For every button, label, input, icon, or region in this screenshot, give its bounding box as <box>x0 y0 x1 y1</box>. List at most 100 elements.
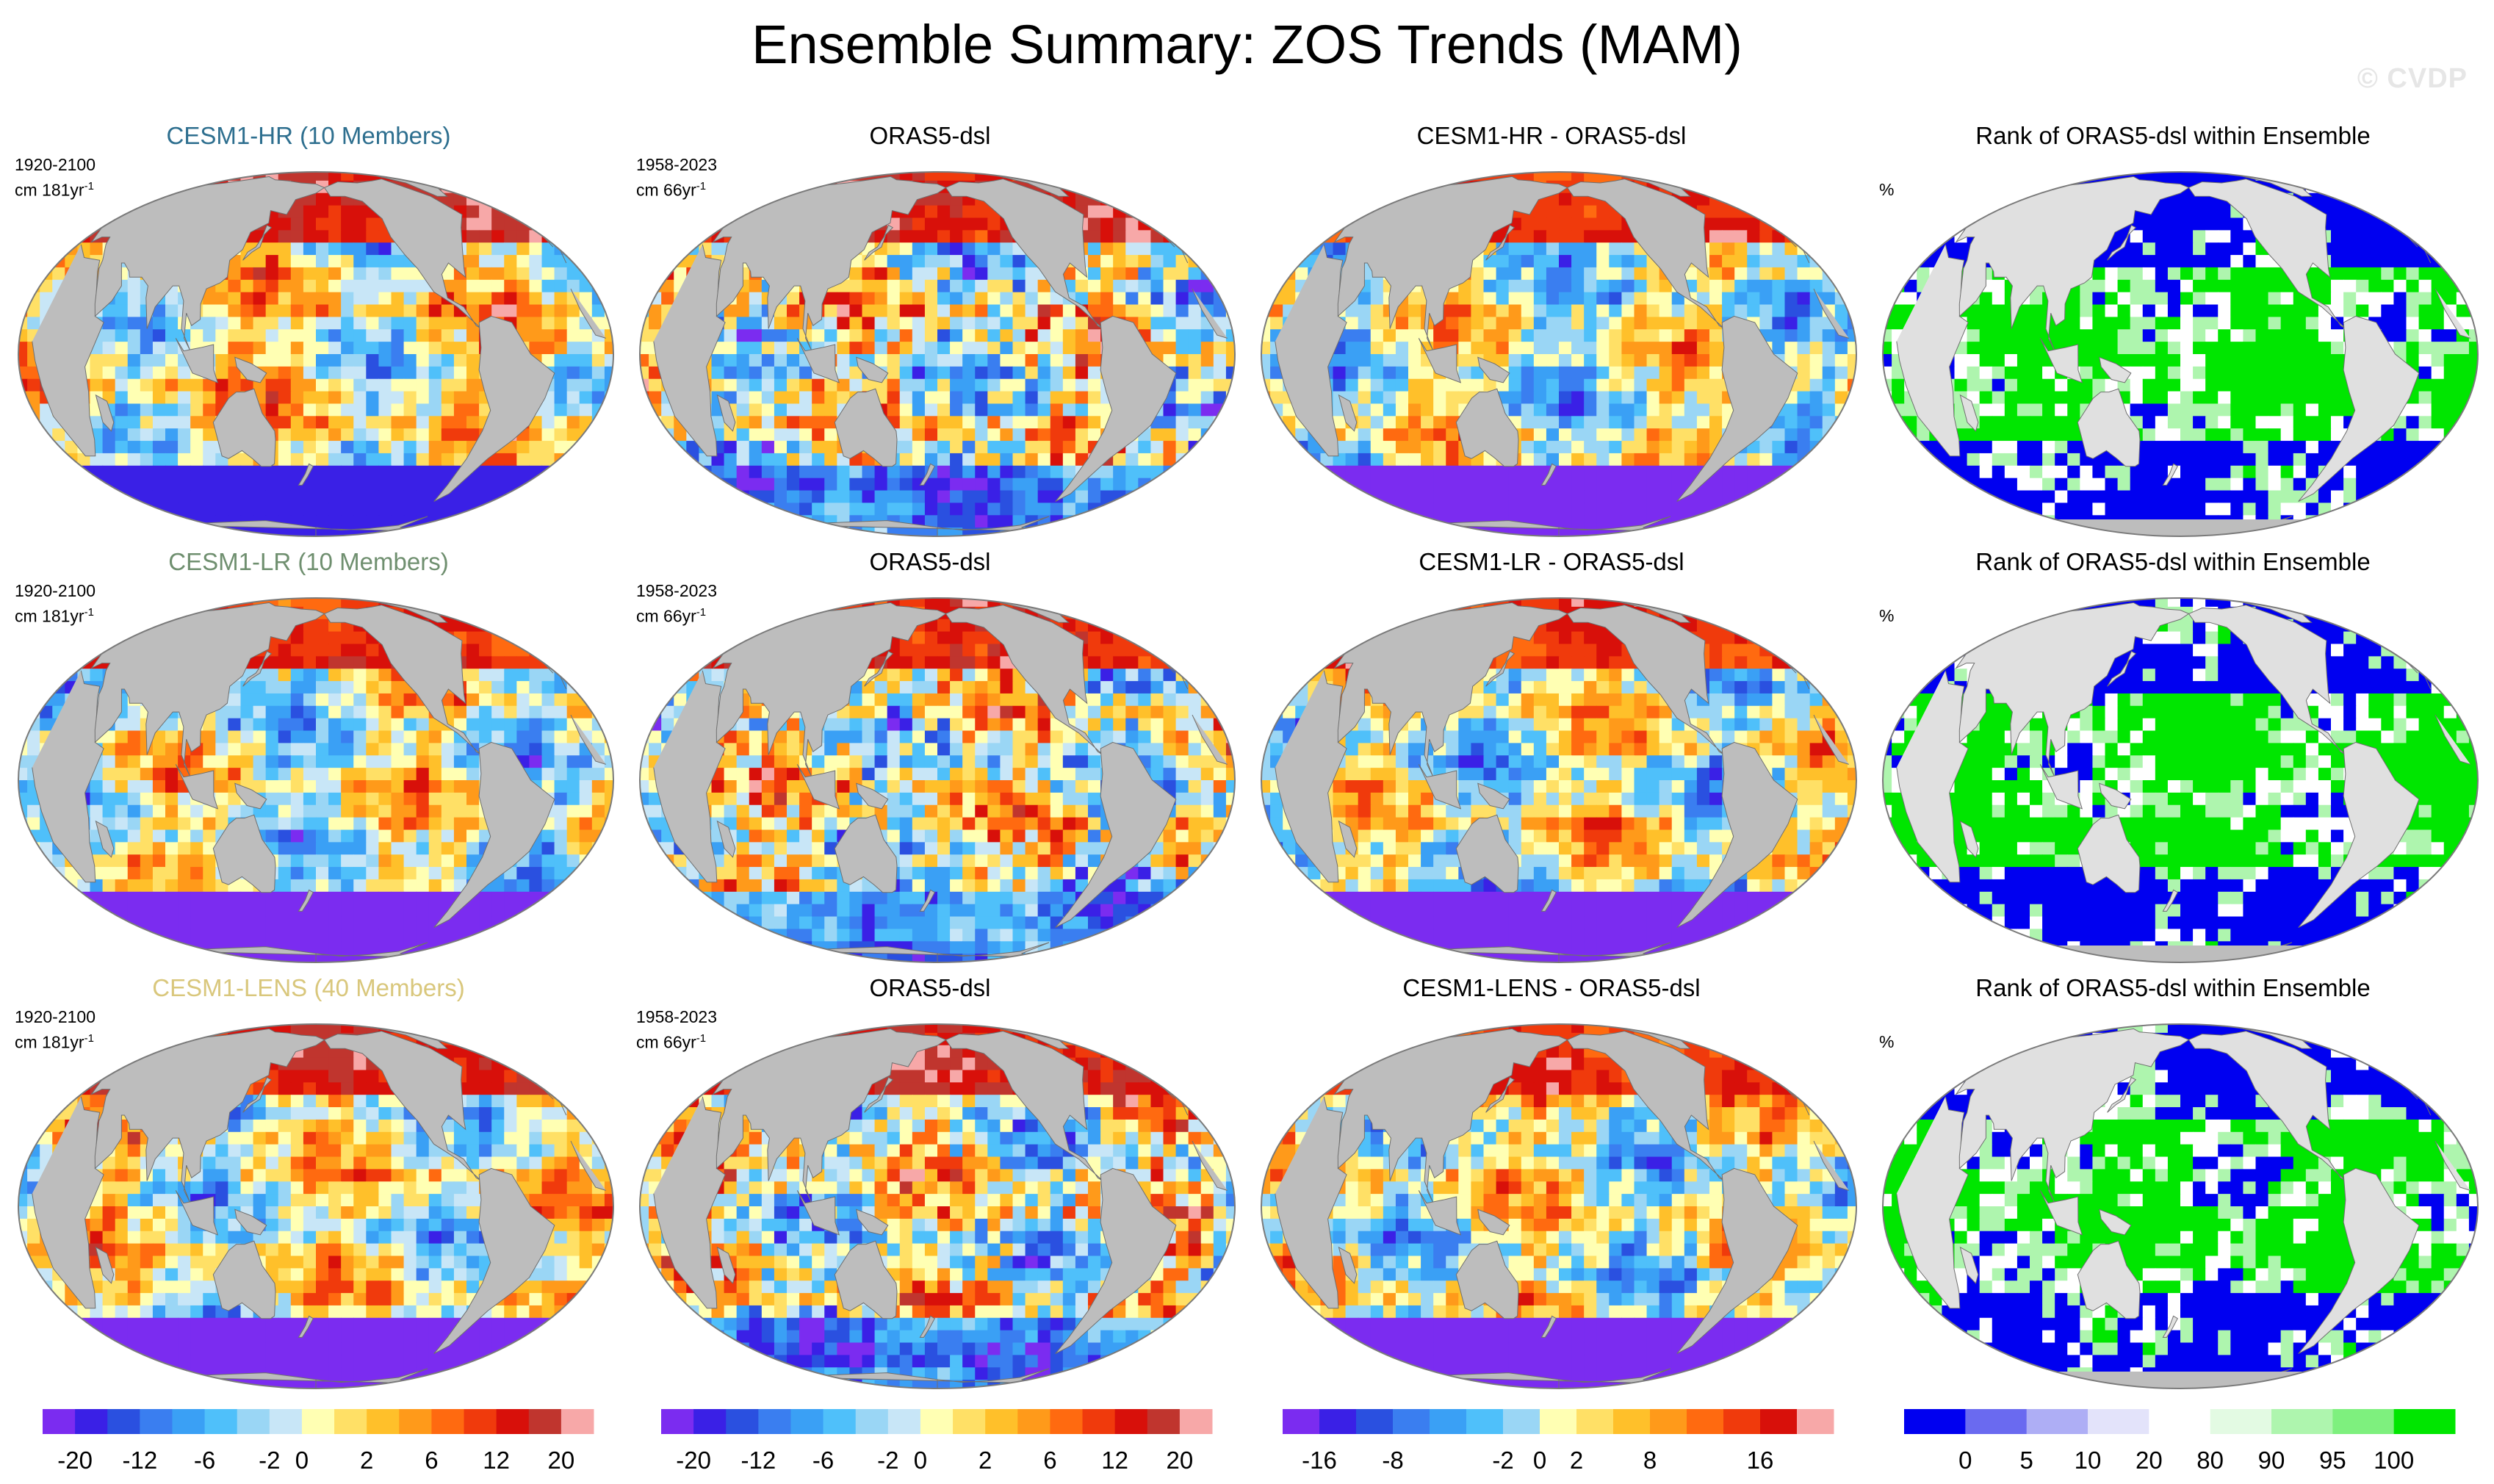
panel-row2-model: CESM1-LR (10 Members) 1920-2100 cm 181yr-1 <box>0 547 617 973</box>
colorbar-swatch <box>172 1409 206 1434</box>
percent-units-label: % <box>1879 180 1895 199</box>
colorbar-swatch <box>1319 1409 1357 1434</box>
panel-title-diff: CESM1-HR - ORAS5-dsl <box>1416 122 1687 149</box>
colorbar-swatch <box>1283 1409 1320 1434</box>
colorbar-swatch <box>1540 1409 1577 1434</box>
period-units-label: 1920-2100 cm 181yr-1 <box>15 154 95 201</box>
colorbar-tick-label: 6 <box>1043 1447 1057 1474</box>
panel-title-model: CESM1-LR (10 Members) <box>168 548 449 575</box>
world-map-model <box>15 168 617 540</box>
panel-title-model: CESM1-HR (10 Members) <box>166 122 451 149</box>
colorbar-swatch <box>661 1409 694 1434</box>
colorbar-tick-label: -6 <box>812 1447 835 1474</box>
colorbar-swatch <box>561 1409 594 1434</box>
colorbar-tick-label: -12 <box>122 1447 158 1474</box>
colorbar-swatch <box>431 1409 465 1434</box>
units-label: cm 66yr-1 <box>636 606 707 626</box>
period-units-label: 1958-2023 cm 66yr-1 <box>636 154 717 201</box>
colorbar-swatch <box>2026 1409 2088 1434</box>
colorbar-swatch <box>1576 1409 1614 1434</box>
colorbar-swatch <box>1114 1409 1148 1434</box>
panel-title-rank: Rank of ORAS5-dsl within Ensemble <box>1975 548 2371 575</box>
colorbar-rank: 0 5 10 20 80 90 95 100 <box>1904 1409 2456 1483</box>
panel-row1-diff: CESM1-HR - ORAS5-dsl <box>1243 121 1860 547</box>
colorbar-swatch <box>1687 1409 1724 1434</box>
colorbar-swatch <box>464 1409 497 1434</box>
colorbar-swatch <box>1965 1409 2028 1434</box>
colorbar-swatch <box>399 1409 432 1434</box>
colorbar-swatch <box>204 1409 238 1434</box>
colorbar-swatch <box>726 1409 759 1434</box>
colorbar-swatch <box>2210 1409 2272 1434</box>
colorbar-swatch <box>1050 1409 1084 1434</box>
world-map-model <box>15 594 617 966</box>
colorbar-tick-label: -12 <box>740 1447 776 1474</box>
colorbar-swatch <box>140 1409 173 1434</box>
panel-row2-diff: CESM1-LR - ORAS5-dsl <box>1243 547 1860 973</box>
panel-title-obs: ORAS5-dsl <box>869 974 991 1001</box>
colorbar-swatch <box>1723 1409 1761 1434</box>
figure-title: Ensemble Summary: ZOS Trends (MAM) <box>752 14 1742 75</box>
colorbar-swatch <box>528 1409 562 1434</box>
panel-title-diff: CESM1-LENS - ORAS5-dsl <box>1402 974 1701 1001</box>
world-map-rank <box>1879 594 2482 966</box>
period-label: 1920-2100 <box>15 1007 95 1026</box>
units-label: cm 66yr-1 <box>636 1032 707 1052</box>
period-units-label: 1920-2100 cm 181yr-1 <box>15 580 95 627</box>
colorbar-tick-label: -16 <box>1302 1447 1337 1474</box>
colorbar-swatch <box>790 1409 824 1434</box>
percent-units-label: % <box>1879 1032 1895 1051</box>
colorbar-swatch <box>2149 1409 2211 1434</box>
world-map-diff <box>1258 594 1860 966</box>
colorbar-swatch <box>75 1409 108 1434</box>
colorbar-swatch <box>2088 1409 2149 1434</box>
period-label: 1958-2023 <box>636 1007 717 1026</box>
colorbar-tick-label: 80 <box>2196 1447 2224 1474</box>
colorbar-tick-label: 20 <box>1166 1447 1194 1474</box>
colorbar-tick-label: -8 <box>1382 1447 1404 1474</box>
colorbar-tick-label: 0 <box>1958 1447 1972 1474</box>
percent-units-label: % <box>1879 606 1895 625</box>
period-label: 1958-2023 <box>636 155 717 174</box>
colorbar-tick-label: 5 <box>2019 1447 2033 1474</box>
colorbar-swatch <box>887 1409 921 1434</box>
colorbar-swatch <box>1797 1409 1834 1434</box>
period-units-label: 1920-2100 cm 181yr-1 <box>15 1006 95 1053</box>
colorbar-swatch <box>823 1409 857 1434</box>
colorbar-tick-label: 95 <box>2318 1447 2346 1474</box>
panel-row1-rank: Rank of ORAS5-dsl within Ensemble% <box>1864 121 2482 547</box>
colorbar-tick-label: 6 <box>425 1447 439 1474</box>
colorbar-tick-label: -2 <box>1492 1447 1514 1474</box>
colorbar-tick-label: 0 <box>913 1447 928 1474</box>
colorbar-tick-label: 0 <box>1532 1447 1547 1474</box>
colorbar-tick-label: 2 <box>1569 1447 1584 1474</box>
colorbar-tick-label: 2 <box>359 1447 374 1474</box>
colorbar-tick-label: 20 <box>547 1447 575 1474</box>
colorbar-swatch <box>1650 1409 1687 1434</box>
colorbar-swatch <box>1466 1409 1504 1434</box>
colorbar-tick-label: 12 <box>483 1447 510 1474</box>
panel-row1-obs: ORAS5-dsl 1958-2023 cm 66yr-1 <box>621 121 1239 547</box>
world-map-rank <box>1879 1020 2482 1392</box>
world-map-obs <box>636 168 1239 540</box>
colorbar-tick-label: -2 <box>259 1447 281 1474</box>
panel-row2-obs: ORAS5-dsl 1958-2023 cm 66yr-1 <box>621 547 1239 973</box>
colorbar-tick-label: 12 <box>1101 1447 1128 1474</box>
colorbar-swatch <box>985 1409 1018 1434</box>
colorbar-swatch <box>693 1409 727 1434</box>
colorbar-swatch <box>1503 1409 1540 1434</box>
period-label: 1958-2023 <box>636 581 717 600</box>
colorbar-swatch <box>758 1409 791 1434</box>
panel-row3-model: CESM1-LENS (40 Members) 1920-2100 cm 181yr… <box>0 973 617 1400</box>
colorbar-swatch <box>1082 1409 1116 1434</box>
colorbar-trend-model: -20 -12 -6 -2 0 2 6 12 20 <box>43 1409 594 1483</box>
colorbar-tick-label: -20 <box>676 1447 711 1474</box>
colorbar-swatch <box>269 1409 303 1434</box>
colorbar-tick-label: 8 <box>1643 1447 1657 1474</box>
panel-title-obs: ORAS5-dsl <box>869 548 991 575</box>
colorbar-swatch <box>1430 1409 1467 1434</box>
colorbar-swatch <box>1356 1409 1394 1434</box>
colorbar-swatch <box>953 1409 986 1434</box>
panel-row3-rank: Rank of ORAS5-dsl within Ensemble% <box>1864 973 2482 1400</box>
colorbar-tick-label: 2 <box>978 1447 992 1474</box>
